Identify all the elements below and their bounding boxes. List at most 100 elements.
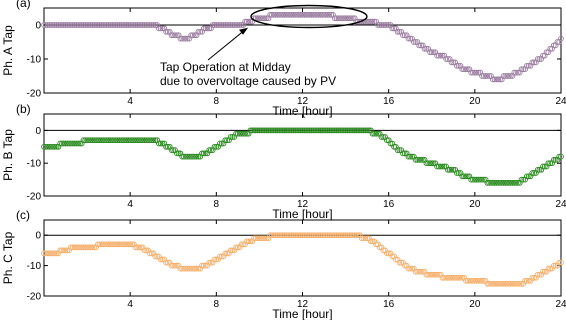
data-point xyxy=(464,66,471,73)
data-point xyxy=(116,22,123,28)
data-point xyxy=(502,280,509,287)
data-point xyxy=(513,69,519,76)
data-point xyxy=(261,127,268,134)
data-point xyxy=(159,256,166,263)
data-point xyxy=(109,137,116,144)
data-point xyxy=(263,127,270,134)
data-point xyxy=(186,153,193,160)
data-point xyxy=(287,232,293,239)
data-point xyxy=(489,180,496,186)
data-point xyxy=(168,32,175,39)
data-point xyxy=(231,134,238,140)
data-point xyxy=(387,250,394,257)
data-point xyxy=(125,22,132,28)
data-point xyxy=(215,22,221,28)
data-point xyxy=(520,66,527,73)
data-point xyxy=(516,180,523,186)
data-point xyxy=(550,157,557,163)
data-point xyxy=(464,173,471,180)
data-point xyxy=(421,45,428,52)
data-point xyxy=(87,22,94,28)
data-point xyxy=(114,22,121,28)
data-point xyxy=(270,127,277,134)
data-point xyxy=(484,280,491,287)
panel-label: (c) xyxy=(16,208,30,222)
data-point xyxy=(339,127,345,134)
data-point xyxy=(136,22,142,28)
data-point xyxy=(297,127,304,134)
data-point xyxy=(141,247,148,254)
data-point xyxy=(315,11,322,18)
data-point xyxy=(179,265,186,272)
data-point xyxy=(312,127,318,134)
data-point xyxy=(427,49,433,56)
annotation-ellipse xyxy=(250,4,368,29)
data-point xyxy=(157,256,164,263)
data-point xyxy=(525,62,532,69)
data-point xyxy=(181,35,187,42)
data-point xyxy=(55,22,62,28)
data-point xyxy=(541,268,548,275)
data-point xyxy=(66,140,72,147)
data-point xyxy=(240,241,247,248)
data-point xyxy=(182,265,189,272)
data-point xyxy=(484,180,491,186)
data-point xyxy=(281,11,288,18)
data-point xyxy=(218,140,225,147)
data-point xyxy=(348,232,354,239)
data-point xyxy=(450,59,457,66)
data-point xyxy=(208,147,214,153)
data-point xyxy=(375,22,381,28)
data-point xyxy=(206,25,213,32)
data-point xyxy=(89,244,96,251)
data-point xyxy=(317,11,324,18)
data-point xyxy=(161,140,168,147)
data-point xyxy=(172,262,178,269)
data-point xyxy=(436,271,442,278)
data-point xyxy=(175,150,182,157)
data-point xyxy=(414,157,421,163)
data-point xyxy=(177,265,184,272)
data-point xyxy=(459,274,466,281)
data-point xyxy=(346,127,353,134)
data-point xyxy=(154,137,160,144)
data-point xyxy=(281,127,288,134)
data-point xyxy=(547,45,554,52)
data-point xyxy=(87,244,94,251)
data-point xyxy=(461,274,467,281)
data-point xyxy=(145,247,151,254)
data-point xyxy=(96,137,103,144)
data-point xyxy=(87,137,94,144)
data-point xyxy=(120,241,126,248)
data-point xyxy=(41,143,47,150)
data-point xyxy=(244,18,250,25)
data-point xyxy=(529,59,536,66)
data-point xyxy=(238,130,245,137)
data-point xyxy=(245,130,252,137)
data-point xyxy=(267,127,274,134)
data-point xyxy=(269,11,275,18)
data-point xyxy=(358,235,365,242)
data-point xyxy=(314,11,320,18)
data-point xyxy=(209,259,216,266)
data-point xyxy=(457,274,464,281)
data-point xyxy=(470,176,476,183)
data-point xyxy=(407,153,414,160)
data-point xyxy=(401,32,408,39)
data-point xyxy=(118,22,125,28)
data-point xyxy=(421,157,428,163)
data-point xyxy=(328,127,335,134)
data-point xyxy=(274,127,281,134)
data-point xyxy=(247,18,254,25)
data-point xyxy=(518,280,525,287)
data-point xyxy=(269,232,275,239)
y-tick-label: -20 xyxy=(27,192,42,203)
data-point xyxy=(454,62,460,69)
data-point xyxy=(428,160,435,167)
data-point xyxy=(116,241,123,248)
data-point xyxy=(91,137,98,144)
data-point xyxy=(507,280,514,287)
data-point xyxy=(102,137,108,144)
data-point xyxy=(62,140,69,147)
data-point xyxy=(540,163,546,170)
